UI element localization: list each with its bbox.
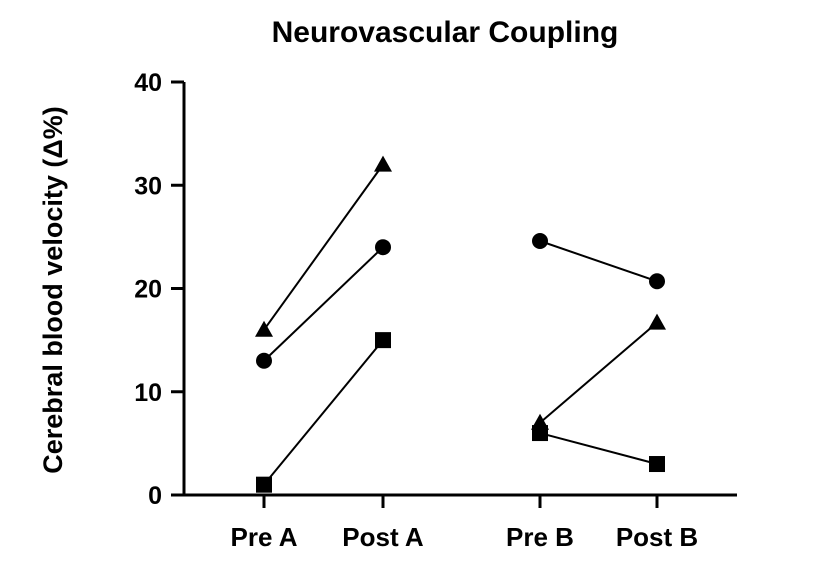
data-point-circle (649, 273, 665, 290)
x-tick-label: Post A (342, 522, 424, 552)
x-tick-label: Pre B (506, 522, 574, 552)
y-tick-label: 20 (134, 276, 162, 304)
connector-line-circle (539, 240, 658, 283)
data-point-square (375, 332, 391, 349)
markers-layer (255, 155, 666, 493)
connector-line-square (539, 432, 658, 465)
y-tick-label: 10 (134, 379, 162, 407)
y-tick-label: 0 (148, 482, 162, 510)
x-tick-label: Pre A (231, 522, 298, 552)
data-point-square (532, 425, 548, 442)
data-point-square (256, 476, 272, 493)
data-point-circle (532, 233, 548, 250)
data-point-circle (256, 352, 272, 369)
connector-line-triangle (539, 321, 658, 424)
data-point-square (649, 456, 665, 473)
data-point-triangle (255, 320, 273, 337)
chart-title: Neurovascular Coupling (272, 16, 619, 49)
axes-layer: 0 10 20 30 40 Pre A Post A Pre B Post B (134, 69, 737, 552)
connector-line-circle (263, 246, 384, 362)
connector-line-triangle (263, 164, 384, 331)
connector-lines-layer (263, 164, 658, 486)
data-point-circle (375, 239, 391, 256)
x-tick-label: Post B (616, 522, 698, 552)
y-tick-label: 40 (134, 69, 162, 97)
connector-line-square (263, 339, 384, 486)
data-point-triangle (648, 313, 666, 330)
y-tick-label: 30 (134, 172, 162, 200)
y-axis-title: Cerebral blood velocity (Δ%) (38, 106, 68, 473)
data-point-triangle (374, 155, 392, 172)
